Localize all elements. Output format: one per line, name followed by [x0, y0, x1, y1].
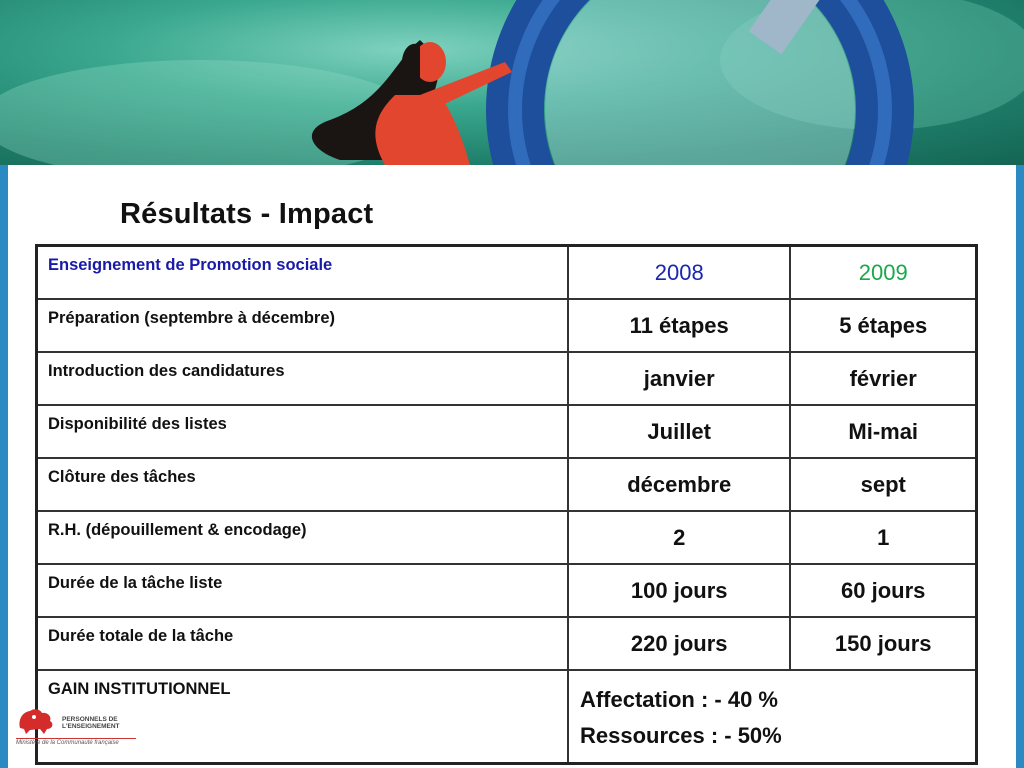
gain-affectation: Affectation : - 40 %: [579, 687, 778, 712]
gain-row: GAIN INSTITUTIONNEL Affectation : - 40 %…: [35, 669, 978, 765]
ministry-caption: Ministère de la Communauté française: [16, 740, 119, 746]
row-label: Clôture des tâches: [35, 457, 569, 512]
row-value-2009: sept: [789, 457, 978, 512]
row-value-2008: janvier: [566, 351, 792, 406]
row-label: Disponibilité des listes: [35, 404, 569, 459]
row-value-2009: 5 étapes: [789, 298, 978, 353]
row-value-2008: 2: [566, 510, 792, 565]
row-value-2009: février: [789, 351, 978, 406]
logo-divider: [16, 738, 136, 739]
gain-ressources: Ressources : - 50%: [579, 723, 782, 748]
header-label: Enseignement de Promotion sociale: [35, 244, 569, 300]
left-frame-border: [0, 165, 8, 768]
logo-caption: PERSONNELS DE L'ENSEIGNEMENT: [62, 716, 122, 730]
row-label: Durée totale de la tâche: [35, 616, 569, 671]
row-value-2008: 100 jours: [566, 563, 792, 618]
row-value-2008: 220 jours: [566, 616, 792, 671]
slide-title: Résultats - Impact: [120, 198, 374, 230]
gain-values: Affectation : - 40 % Ressources : - 50%: [566, 669, 978, 765]
row-value-2008: décembre: [566, 457, 792, 512]
header-year-2008: 2008: [566, 244, 792, 300]
row-label: Préparation (septembre à décembre): [35, 298, 569, 353]
logo-line-2: L'ENSEIGNEMENT: [62, 723, 120, 730]
row-value-2009: 1: [789, 510, 978, 565]
row-value-2009: 60 jours: [789, 563, 978, 618]
row-label: R.H. (dépouillement & encodage): [35, 510, 569, 565]
table-row: Durée de la tâche liste 100 jours 60 jou…: [35, 563, 978, 618]
table-row: R.H. (dépouillement & encodage) 2 1: [35, 510, 978, 565]
right-frame-border: [1016, 165, 1024, 768]
row-label: Durée de la tâche liste: [35, 563, 569, 618]
row-value-2008: Juillet: [566, 404, 792, 459]
table-row: Introduction des candidatures janvier fé…: [35, 351, 978, 406]
header-year-2009: 2009: [789, 244, 978, 300]
table-row: Disponibilité des listes Juillet Mi-mai: [35, 404, 978, 459]
header-banner-illustration: [0, 0, 1024, 165]
table-header-row: Enseignement de Promotion sociale 2008 2…: [35, 244, 978, 300]
row-value-2009: Mi-mai: [789, 404, 978, 459]
table-row: Préparation (septembre à décembre) 11 ét…: [35, 298, 978, 353]
row-value-2008: 11 étapes: [566, 298, 792, 353]
row-label: Introduction des candidatures: [35, 351, 569, 406]
logo-line-1: PERSONNELS DE: [62, 716, 118, 723]
rooster-logo-icon: [14, 706, 60, 741]
table-row: Clôture des tâches décembre sept: [35, 457, 978, 512]
row-value-2009: 150 jours: [789, 616, 978, 671]
results-table: Enseignement de Promotion sociale 2008 2…: [35, 244, 978, 765]
table-row: Durée totale de la tâche 220 jours 150 j…: [35, 616, 978, 671]
